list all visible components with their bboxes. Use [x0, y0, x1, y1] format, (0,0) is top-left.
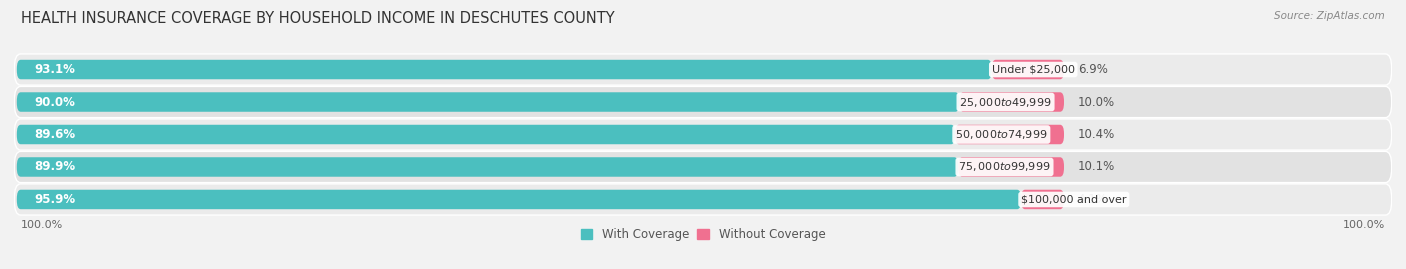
- FancyBboxPatch shape: [959, 157, 1064, 177]
- Text: 89.6%: 89.6%: [35, 128, 76, 141]
- Text: 89.9%: 89.9%: [35, 161, 76, 174]
- FancyBboxPatch shape: [14, 86, 1392, 118]
- FancyBboxPatch shape: [959, 92, 1064, 112]
- Text: $75,000 to $99,999: $75,000 to $99,999: [959, 161, 1050, 174]
- Text: Source: ZipAtlas.com: Source: ZipAtlas.com: [1274, 11, 1385, 21]
- Text: 100.0%: 100.0%: [1343, 220, 1385, 230]
- Text: 6.9%: 6.9%: [1078, 63, 1108, 76]
- FancyBboxPatch shape: [14, 119, 1392, 150]
- Text: 93.1%: 93.1%: [35, 63, 76, 76]
- FancyBboxPatch shape: [1021, 190, 1064, 209]
- FancyBboxPatch shape: [17, 92, 959, 112]
- Text: 90.0%: 90.0%: [35, 95, 76, 108]
- Text: $50,000 to $74,999: $50,000 to $74,999: [955, 128, 1047, 141]
- FancyBboxPatch shape: [17, 60, 991, 79]
- Text: $100,000 and over: $100,000 and over: [1021, 194, 1126, 204]
- FancyBboxPatch shape: [14, 54, 1392, 85]
- Text: $25,000 to $49,999: $25,000 to $49,999: [959, 95, 1052, 108]
- Text: 10.4%: 10.4%: [1078, 128, 1115, 141]
- Text: 4.1%: 4.1%: [1078, 193, 1108, 206]
- Text: 95.9%: 95.9%: [35, 193, 76, 206]
- Text: 10.0%: 10.0%: [1078, 95, 1115, 108]
- Text: 100.0%: 100.0%: [21, 220, 63, 230]
- FancyBboxPatch shape: [14, 184, 1392, 215]
- Legend: With Coverage, Without Coverage: With Coverage, Without Coverage: [576, 223, 830, 246]
- FancyBboxPatch shape: [955, 125, 1064, 144]
- Text: 10.1%: 10.1%: [1078, 161, 1115, 174]
- Text: HEALTH INSURANCE COVERAGE BY HOUSEHOLD INCOME IN DESCHUTES COUNTY: HEALTH INSURANCE COVERAGE BY HOUSEHOLD I…: [21, 11, 614, 26]
- FancyBboxPatch shape: [14, 151, 1392, 183]
- FancyBboxPatch shape: [991, 60, 1064, 79]
- FancyBboxPatch shape: [17, 190, 1021, 209]
- FancyBboxPatch shape: [17, 157, 959, 177]
- Text: Under $25,000: Under $25,000: [991, 65, 1074, 75]
- FancyBboxPatch shape: [17, 125, 955, 144]
